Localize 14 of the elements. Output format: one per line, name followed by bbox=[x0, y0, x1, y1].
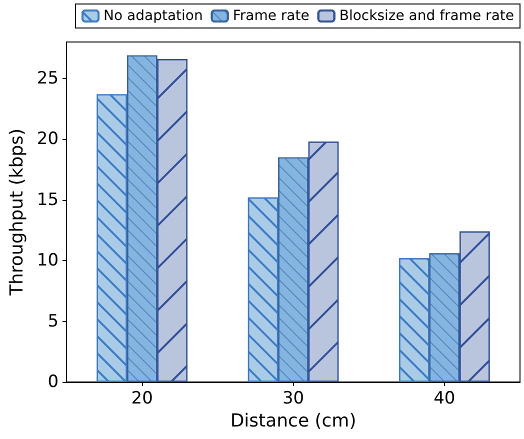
y-tick-label: 0 bbox=[48, 372, 59, 392]
x-tick-label: 30 bbox=[282, 388, 304, 408]
y-axis-title: Throughput (kbps) bbox=[6, 128, 28, 296]
y-tick-label: 5 bbox=[48, 311, 59, 332]
legend-label: Frame rate bbox=[232, 8, 310, 24]
y-tick-label: 15 bbox=[36, 190, 59, 210]
y-tick-label: 20 bbox=[36, 129, 59, 150]
legend-label: Blocksize and frame rate bbox=[339, 8, 514, 24]
y-tick-label: 25 bbox=[36, 68, 59, 88]
x-tick-label: 20 bbox=[131, 388, 153, 408]
x-tick-label: 40 bbox=[434, 388, 456, 408]
y-tick-label: 10 bbox=[36, 250, 59, 271]
legend-label: No adaptation bbox=[104, 8, 203, 24]
x-axis-title: Distance (cm) bbox=[230, 410, 356, 432]
